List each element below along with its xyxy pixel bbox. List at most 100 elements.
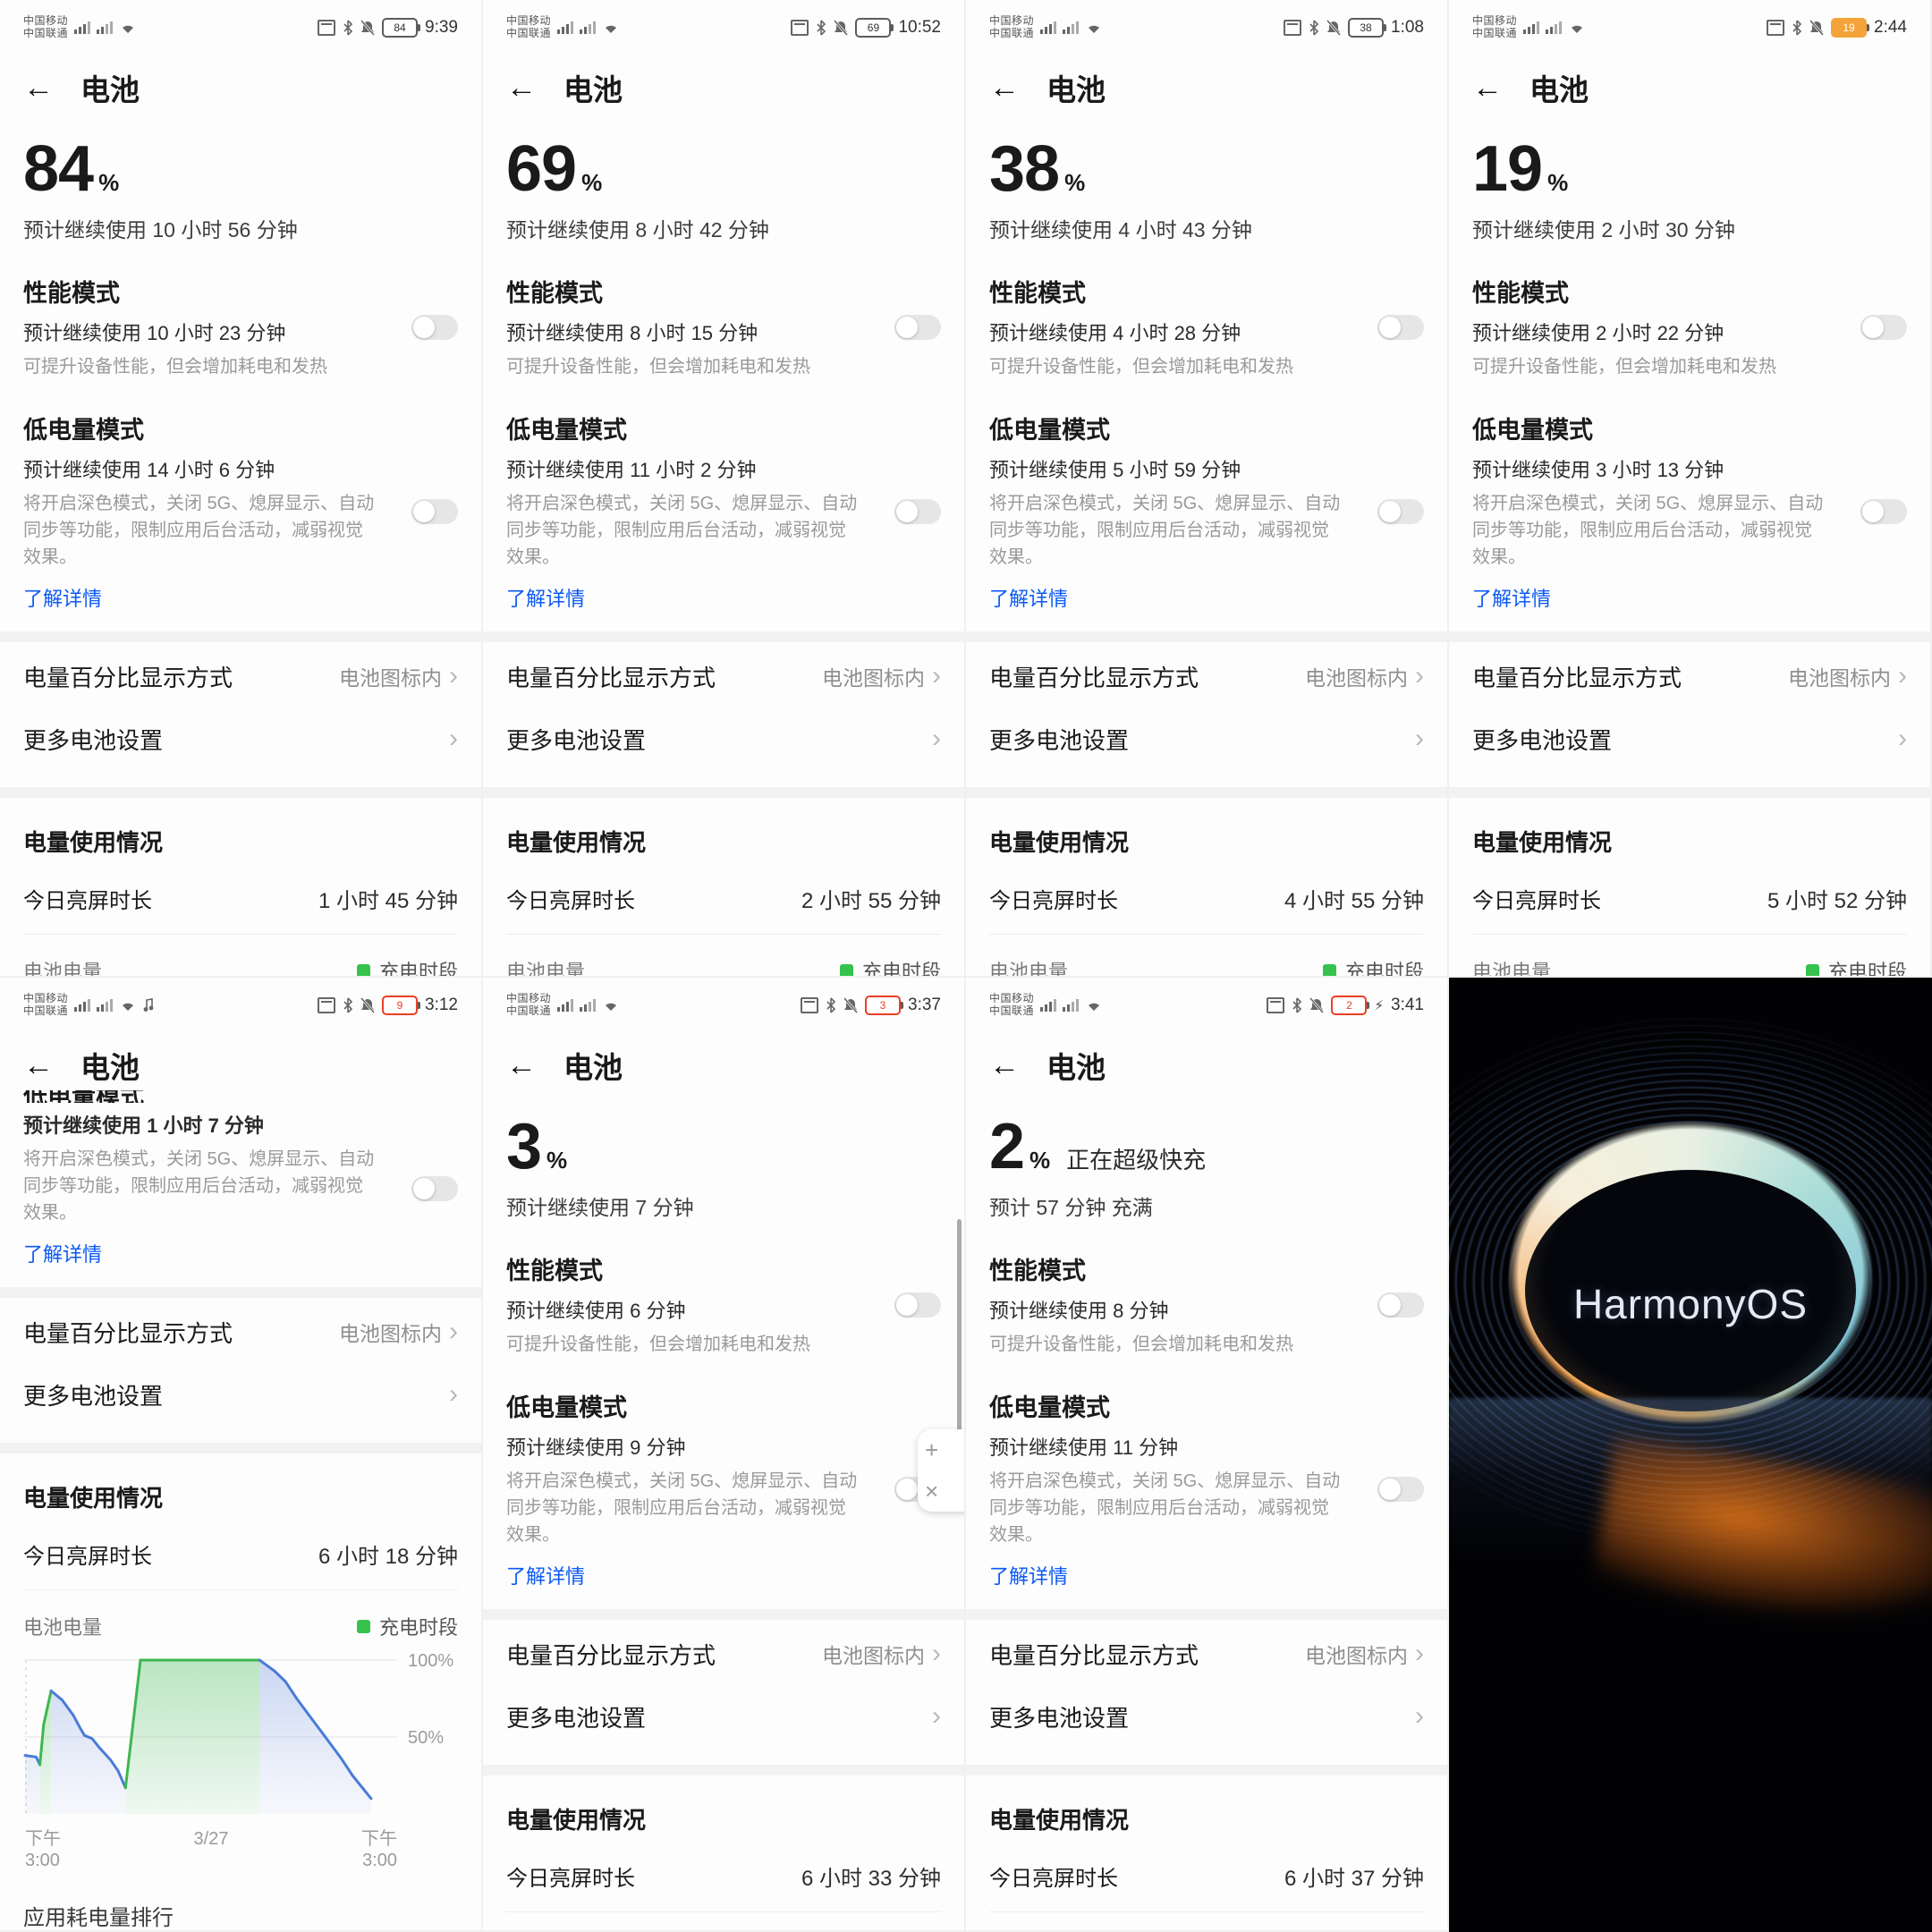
low-power-mode-toggle[interactable] xyxy=(1377,1476,1424,1502)
low-power-mode-estimate: 预计继续使用 3 小时 13 分钟 xyxy=(1472,459,1724,481)
signal-icon xyxy=(1523,21,1540,34)
legend-charge-icon xyxy=(356,963,370,976)
battery-percent-display-row[interactable]: 电量百分比显示方式 电池图标内 xyxy=(989,648,1424,705)
back-button[interactable] xyxy=(1472,72,1503,103)
page-header: 电池 xyxy=(989,64,1424,111)
low-power-mode-estimate: 预计继续使用 14 小时 6 分钟 xyxy=(23,459,275,481)
more-battery-settings-row[interactable]: 更多电池设置 xyxy=(1472,710,1907,767)
low-power-mode-section: 低电量模式 预计继续使用 5 小时 59 分钟 将开启深色模式，关闭 5G、熄屏… xyxy=(989,411,1424,612)
more-battery-settings-row[interactable]: 更多电池设置 xyxy=(23,710,458,767)
back-button[interactable] xyxy=(23,1050,54,1080)
battery-percent: 3 % xyxy=(506,1111,568,1182)
low-power-mode-estimate: 预计继续使用 11 分钟 xyxy=(989,1436,1179,1459)
low-power-mode-title: 低电量模式 xyxy=(506,417,627,444)
app-power-ranking-title: 应用耗电量排行 xyxy=(23,1906,174,1930)
battery-percent-display-row[interactable]: 电量百分比显示方式 电池图标内 xyxy=(989,1625,1424,1682)
section-divider xyxy=(966,1765,1447,1775)
battery-level-chart: 100% 50% 下午 3:00 3/27 下午 3:00 xyxy=(23,1649,458,1877)
floating-toolbar: + × xyxy=(918,1429,964,1512)
page-header: 电池 xyxy=(23,64,458,111)
chart-series-label: 电池电量 xyxy=(23,961,103,978)
learn-more-link[interactable]: 了解详情 xyxy=(989,588,1069,610)
wifi-icon xyxy=(606,1003,617,1011)
signal-icon xyxy=(557,999,574,1012)
page-title: 电池 xyxy=(80,73,140,106)
status-battery-icon: 19 xyxy=(1831,18,1870,38)
more-battery-settings-row[interactable]: 更多电池设置 xyxy=(989,710,1424,767)
low-power-mode-section: 低电量模式 预计继续使用 11 小时 2 分钟 将开启深色模式，关闭 5G、熄屏… xyxy=(506,411,941,612)
low-power-mode-section: 低电量模式 预计继续使用 3 小时 13 分钟 将开启深色模式，关闭 5G、熄屏… xyxy=(1472,411,1907,612)
page-header: 电池 xyxy=(506,1042,941,1089)
signal-icon xyxy=(74,21,91,34)
bluetooth-icon xyxy=(343,997,353,1013)
carrier-text: 中国移动 中国联通 xyxy=(23,14,69,39)
float-plus-button[interactable]: + xyxy=(925,1436,939,1463)
more-battery-settings-row[interactable]: 更多电池设置 xyxy=(989,1688,1424,1745)
performance-mode-toggle[interactable] xyxy=(1860,314,1907,340)
usage-section-title: 电量使用情况 xyxy=(506,829,647,856)
chevron-right-icon xyxy=(1415,725,1424,752)
learn-more-link[interactable]: 了解详情 xyxy=(23,1243,103,1266)
learn-more-link[interactable]: 了解详情 xyxy=(506,1565,586,1588)
learn-more-link[interactable]: 了解详情 xyxy=(506,588,586,610)
chart-header: 电池电量 充电时段 xyxy=(989,956,1424,976)
page-title: 电池 xyxy=(1046,73,1106,106)
learn-more-link[interactable]: 了解详情 xyxy=(23,588,103,610)
status-time: 9:39 xyxy=(425,18,458,37)
signal-icon xyxy=(97,999,114,1012)
performance-mode-estimate: 预计继续使用 8 小时 15 分钟 xyxy=(506,322,758,344)
scrollbar[interactable] xyxy=(957,1219,962,1434)
chevron-right-icon xyxy=(932,1703,941,1730)
legend-charge-icon xyxy=(839,963,853,976)
back-button[interactable] xyxy=(23,72,54,103)
wifi-icon xyxy=(123,25,134,33)
screen-on-time-value: 2 小时 55 分钟 xyxy=(801,889,941,913)
battery-percent-display-row[interactable]: 电量百分比显示方式 电池图标内 xyxy=(23,648,458,705)
performance-mode-toggle[interactable] xyxy=(1377,1292,1424,1318)
section-divider xyxy=(483,1765,964,1775)
screen-on-time-value: 6 小时 37 分钟 xyxy=(1284,1867,1424,1891)
low-power-mode-toggle[interactable] xyxy=(1860,498,1907,524)
screen-on-time-value: 1 小时 45 分钟 xyxy=(318,889,458,913)
float-close-button[interactable]: × xyxy=(925,1477,939,1504)
back-button[interactable] xyxy=(506,72,537,103)
low-power-mode-toggle[interactable] xyxy=(411,1176,458,1201)
low-power-mode-toggle[interactable] xyxy=(411,498,458,524)
performance-mode-toggle[interactable] xyxy=(894,1292,941,1318)
learn-more-link[interactable]: 了解详情 xyxy=(1472,588,1552,610)
carrier-text: 中国移动 中国联通 xyxy=(1472,14,1518,39)
low-power-mode-toggle[interactable] xyxy=(894,498,941,524)
section-divider xyxy=(0,787,481,798)
low-power-mode-toggle[interactable] xyxy=(1377,498,1424,524)
back-button[interactable] xyxy=(506,1050,537,1080)
performance-mode-toggle[interactable] xyxy=(1377,314,1424,340)
more-battery-settings-row[interactable]: 更多电池设置 xyxy=(23,1366,458,1423)
battery-percent-display-row[interactable]: 电量百分比显示方式 电池图标内 xyxy=(506,648,941,705)
learn-more-link[interactable]: 了解详情 xyxy=(989,1565,1069,1588)
performance-mode-toggle[interactable] xyxy=(411,314,458,340)
more-battery-settings-row[interactable]: 更多电池设置 xyxy=(506,1688,941,1745)
more-battery-settings-row[interactable]: 更多电池设置 xyxy=(506,710,941,767)
bluetooth-icon xyxy=(1309,20,1319,36)
low-power-mode-estimate: 预计继续使用 1 小时 7 分钟 xyxy=(23,1114,264,1137)
back-button[interactable] xyxy=(989,1050,1020,1080)
status-time: 10:52 xyxy=(898,18,941,37)
back-button[interactable] xyxy=(989,72,1020,103)
battery-percent-display-row[interactable]: 电量百分比显示方式 电池图标内 xyxy=(23,1303,458,1360)
performance-mode-toggle[interactable] xyxy=(894,314,941,340)
signal-icon xyxy=(580,21,597,34)
low-power-mode-section: 低电量模式 预计继续使用 9 分钟 将开启深色模式，关闭 5G、熄屏显示、自动同… xyxy=(506,1388,941,1589)
battery-percent-display-row[interactable]: 电量百分比显示方式 电池图标内 xyxy=(506,1625,941,1682)
page-header: 电池 xyxy=(1472,64,1907,111)
signal-icon xyxy=(97,21,114,34)
battery-percent-display-row[interactable]: 电量百分比显示方式 电池图标内 xyxy=(1472,648,1907,705)
notifications-muted-icon xyxy=(1326,20,1342,36)
section-divider xyxy=(483,631,964,642)
chart-header: 电池电量 充电时段 xyxy=(506,956,941,976)
performance-mode-title: 性能模式 xyxy=(989,1258,1086,1284)
performance-mode-estimate: 预计继续使用 4 小时 28 分钟 xyxy=(989,322,1241,344)
usage-section-title: 电量使用情况 xyxy=(506,1807,647,1834)
